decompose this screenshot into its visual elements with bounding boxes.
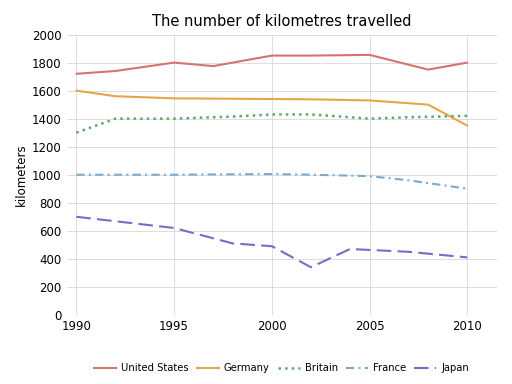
United States: [425, 67, 431, 72]
Legend: United States, Germany, Britain, France, Japan: United States, Germany, Britain, France,…: [90, 359, 473, 377]
United States: [171, 60, 177, 65]
Germany: [464, 123, 471, 128]
Britain: [464, 114, 471, 118]
France: [367, 174, 373, 179]
Line: United States: United States: [76, 55, 467, 74]
Japan: [308, 265, 314, 270]
Line: France: France: [76, 174, 467, 189]
Japan: [73, 214, 79, 219]
Japan: [230, 241, 236, 246]
Germany: [112, 94, 118, 99]
Y-axis label: kilometers: kilometers: [15, 143, 28, 206]
Germany: [367, 98, 373, 103]
United States: [308, 53, 314, 58]
France: [269, 172, 275, 176]
Britain: [171, 116, 177, 121]
Britain: [230, 114, 236, 119]
Japan: [464, 255, 471, 260]
Britain: [269, 112, 275, 117]
United States: [269, 53, 275, 58]
Japan: [269, 244, 275, 248]
United States: [367, 53, 373, 57]
Line: Japan: Japan: [76, 217, 467, 267]
Germany: [73, 88, 79, 93]
United States: [112, 69, 118, 73]
United States: [73, 71, 79, 76]
France: [73, 172, 79, 177]
France: [464, 187, 471, 191]
Germany: [425, 102, 431, 107]
Britain: [406, 115, 412, 119]
Japan: [171, 226, 177, 230]
Title: The number of kilometres travelled: The number of kilometres travelled: [152, 14, 411, 29]
France: [171, 172, 177, 177]
Line: Britain: Britain: [76, 114, 467, 132]
Britain: [73, 130, 79, 135]
France: [308, 172, 314, 177]
Line: Germany: Germany: [76, 91, 467, 126]
United States: [464, 60, 471, 65]
Japan: [406, 250, 412, 254]
Germany: [171, 96, 177, 101]
Britain: [367, 116, 373, 121]
France: [406, 178, 412, 183]
Germany: [269, 97, 275, 101]
Japan: [347, 247, 353, 251]
Britain: [308, 112, 314, 117]
Germany: [308, 97, 314, 102]
Britain: [112, 116, 118, 121]
United States: [210, 64, 216, 68]
